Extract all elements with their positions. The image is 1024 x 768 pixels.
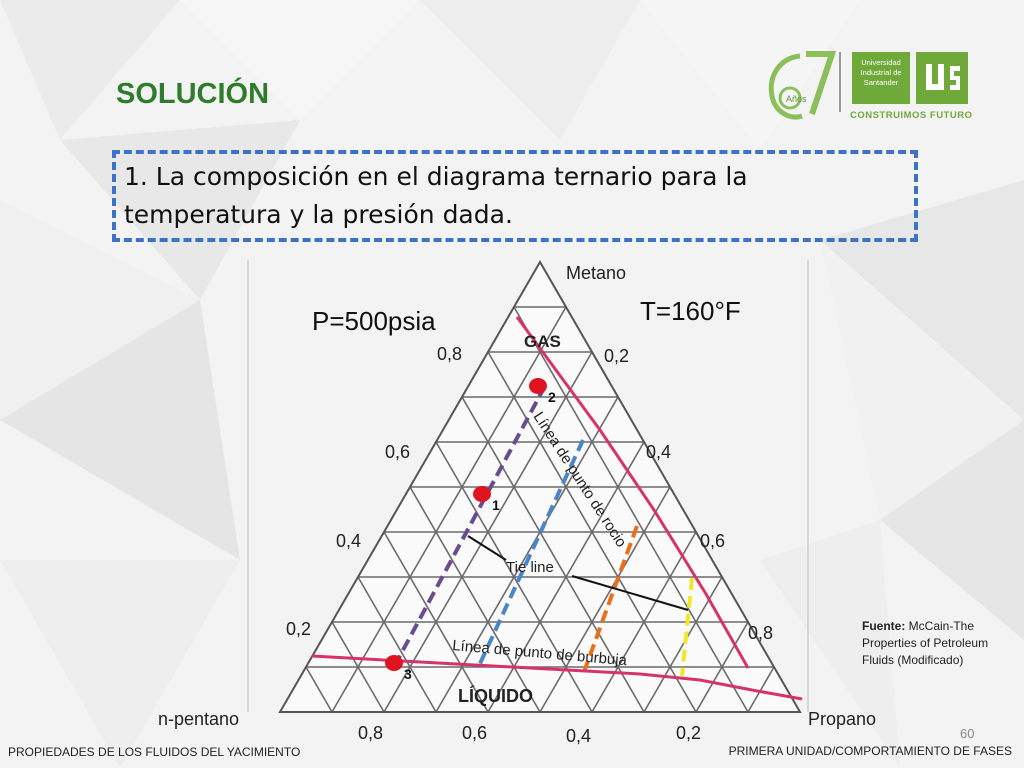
apex-label-left: n-pentano [158,709,239,729]
tie-line-pointer-left [467,535,507,561]
left-tick-4: 0,2 [286,619,311,639]
grid-line-propane [435,396,619,713]
university-name-box: Universidad Industrial de Santander [852,52,910,104]
grid-line-propane [695,621,749,713]
anniversary-logo: Años [768,51,837,120]
triangle-outline [278,260,802,713]
left-tick-1: 0,8 [437,344,462,364]
source-text: McCain-The Properties of Petroleum Fluid… [862,619,989,667]
tie-line-yellow [680,577,694,677]
bottom-tick-3: 0,4 [566,726,591,746]
university-line1: Universidad [861,58,901,67]
ternary-grid [278,260,802,713]
logo-motto: CONSTRUIMOS FUTURO [850,110,973,121]
composition-point-1 [473,486,491,502]
tie-line-pointer-right [571,575,689,611]
grid-line-propane [591,531,697,713]
uis-emblem [916,52,968,104]
left-tick-2: 0,6 [385,442,410,462]
heading-box [112,150,918,242]
university-line2: Industrial de [860,68,902,77]
tie-lines [393,385,694,677]
slide-title: SOLUCIÓN [116,78,270,110]
composition-points: 1 2 3 [385,378,556,682]
phase-envelope [311,316,803,701]
grid-line-pentane [305,666,333,713]
uis-emblem-icon [926,64,960,90]
apex-label-top: Metano [566,263,626,283]
tie-line-label: Tie line [506,559,554,576]
grid-line-pentane [383,531,489,713]
source-label: Fuente: [862,619,906,633]
logo-divider [839,52,841,112]
grid-line-pentane [461,396,645,713]
anniversary-word: Años [786,94,807,104]
source-citation: Fuente: McCain-The Properties of Petrole… [862,618,1022,669]
right-tick-1: 0,2 [604,346,629,366]
grid-line-pentane [357,576,437,713]
grid-line-propane [331,306,567,713]
tie-line-blue [476,439,585,669]
grid-line-pentane [331,621,385,713]
tie-line-purple [393,385,547,666]
bottom-tick-2: 0,6 [462,723,487,743]
grid-line-pentane [513,306,749,713]
pressure-label: P=500psia [312,306,436,336]
composition-point-label-2: 2 [548,389,556,405]
heading-text: 1. La composición en el diagrama ternari… [124,162,748,229]
temperature-label: T=160°F [640,296,741,326]
right-tick-3: 0,6 [700,531,725,551]
right-tick-4: 0,8 [748,623,773,643]
dew-point-curve [515,316,750,669]
region-label-gas: GAS [524,332,561,351]
university-line3: Santander [863,78,899,87]
composition-point-3 [385,655,403,671]
left-tick-3: 0,4 [336,531,361,551]
grid-line-propane [539,486,671,713]
page-number: 60 [960,726,975,741]
university-logo: Años Universidad Industrial de Santander… [760,46,1010,128]
bottom-tick-1: 0,8 [358,723,383,743]
apex-label-right: Propano [808,709,876,729]
region-label-liquid: LÍQUIDO [458,685,533,706]
grid-line-pentane [409,486,541,713]
grid-line-propane [747,666,775,713]
composition-point-label-1: 1 [492,497,500,513]
bottom-tick-4: 0,2 [676,723,701,743]
footer-right: PRIMERA UNIDAD/COMPORTAMIENTO DE FASES [728,744,1012,758]
bubble-point-curve [311,654,803,701]
composition-point-label-3: 3 [404,666,412,682]
tie-line-orange [582,525,639,673]
right-tick-2: 0,4 [646,442,671,462]
footer-left: PROPIEDADES DE LOS FLUIDOS DEL YACIMIENT… [8,745,301,759]
composition-point-2 [529,378,547,394]
